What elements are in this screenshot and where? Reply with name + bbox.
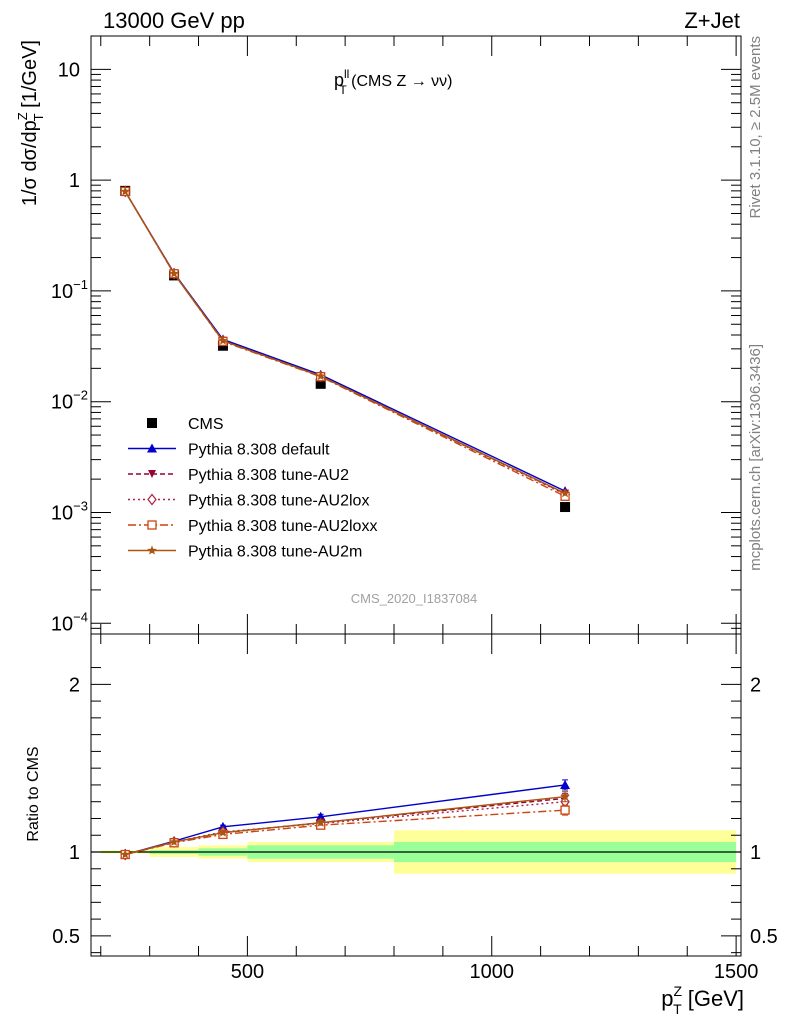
ratio-point (560, 791, 570, 801)
legend: CMS Pythia 8.308 default Pythia 8.308 tune… (128, 416, 377, 561)
legend-label: Pythia 8.308 default (188, 442, 330, 459)
ratio-point (315, 811, 326, 821)
legend-label: Pythia 8.308 tune-AU2loxx (188, 518, 377, 535)
legend-marker (147, 545, 157, 555)
main-y-tick-label: 10−3 (51, 498, 88, 524)
legend-marker (147, 493, 157, 506)
data-point (315, 371, 326, 381)
legend-marker (147, 520, 157, 530)
legend-marker (148, 470, 156, 478)
ratio-point (120, 849, 130, 859)
analysis-id: CMS_2020_I1837084 (351, 591, 478, 606)
legend-label: CMS (188, 416, 224, 433)
mcplots-label: mcplots.cern.ch [arXiv:1306.3436] (747, 344, 764, 571)
ratio-point (218, 827, 228, 837)
main-y-tick-label: 1 (69, 170, 80, 192)
main-y-tick-label: 10−1 (51, 277, 88, 303)
rivet-label: Rivet 3.1.10, ≥ 2.5M events (747, 36, 764, 219)
panel-title: pll T (CMS Z → νν) (334, 67, 452, 97)
x-axis-label: pZ T [GeV] (661, 983, 744, 1017)
axes: 10 1 10−1 10−2 10−3 10−4 500 1000 1500 2 2 1 1 0.5 0.5 (51, 35, 778, 983)
ratio-frame (90, 633, 742, 957)
ratio-point (169, 837, 179, 846)
ratio-y-tick-label-left: 0.5 (52, 926, 80, 948)
legend-label: Pythia 8.308 tune-AU2lox (188, 493, 369, 510)
legend-marker (147, 443, 157, 453)
x-tick-label: 1500 (714, 961, 759, 983)
data-point (315, 378, 326, 389)
ratio-y-tick-label-left: 1 (69, 842, 80, 864)
main-y-tick-label: 10−4 (51, 609, 88, 635)
ratio-y-tick-label-right: 1 (750, 842, 761, 864)
x-tick-label: 1000 (470, 961, 515, 983)
ratio-series (120, 779, 571, 861)
header-left: 13000 GeV pp (103, 8, 245, 33)
legend-label: Pythia 8.308 tune-AU2 (188, 467, 349, 484)
ratio-point (560, 779, 571, 789)
data-point (169, 268, 179, 278)
data-point (120, 186, 130, 196)
ratio-y-tick-label-left: 2 (69, 674, 80, 696)
main-series (120, 185, 571, 513)
main-y-axis-label: 1/σ dσ/dpZT [1/GeV] (15, 40, 46, 206)
ratio-uncertainty-bands (91, 830, 741, 874)
ratio-point (560, 805, 570, 815)
header-right: Z+Jet (684, 8, 740, 33)
legend-marker (147, 418, 157, 428)
legend-label: Pythia 8.308 tune-AU2m (188, 544, 362, 561)
data-point (560, 488, 570, 498)
ratio-y-tick-label-right: 0.5 (750, 926, 778, 948)
data-point (218, 335, 228, 345)
ratio-y-axis-label: Ratio to CMS (25, 746, 42, 841)
ratio-y-tick-label-right: 2 (750, 674, 761, 696)
data-point (560, 502, 571, 513)
main-y-tick-label: 10 (58, 59, 80, 81)
main-y-tick-label: 10−2 (51, 388, 88, 414)
x-tick-label: 500 (231, 961, 264, 983)
series-5 (120, 186, 570, 498)
ratio-point (315, 817, 326, 827)
ratio-series-4 (120, 791, 570, 859)
